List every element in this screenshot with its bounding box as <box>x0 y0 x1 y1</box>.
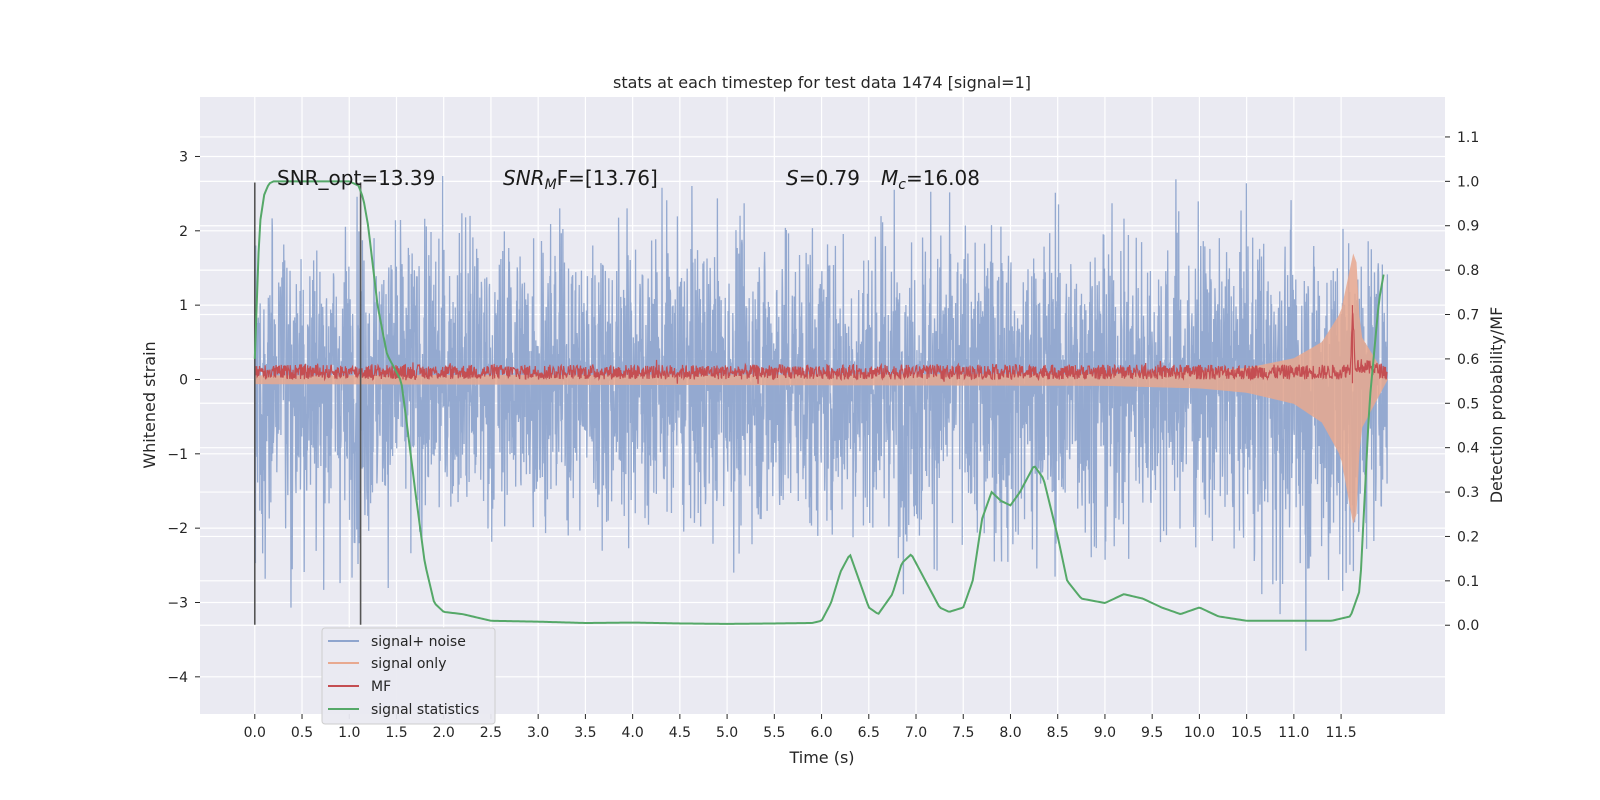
y-axis-left-label: Whitened strain <box>140 341 159 468</box>
x-tick-label: 8.5 <box>1047 725 1069 741</box>
y-right-tick-label: 0.2 <box>1457 529 1479 545</box>
series-mf <box>254 305 1388 384</box>
x-tick-label: 11.0 <box>1278 725 1309 741</box>
y-right-tick-label: 0.6 <box>1457 352 1479 368</box>
x-tick-label: 8.0 <box>999 725 1021 741</box>
legend-box <box>321 627 496 725</box>
x-tick-label: 4.0 <box>621 725 643 741</box>
mc-subscript: c <box>898 177 906 193</box>
y-left-tick-label: −2 <box>167 521 188 537</box>
x-tick-label: 10.0 <box>1184 725 1215 741</box>
x-tick-label: 7.5 <box>952 725 974 741</box>
x-tick-label: 5.0 <box>716 725 738 741</box>
y-left-tick-label: −4 <box>167 670 188 686</box>
y-left-tick-label: 2 <box>179 224 188 240</box>
annotation-s: S=0.79 <box>786 166 860 190</box>
x-tick-label: 1.5 <box>385 725 407 741</box>
y-right-tick-label: 0.8 <box>1457 263 1479 279</box>
x-axis-label: Time (s) <box>788 748 854 767</box>
x-tick-label: 10.5 <box>1231 725 1262 741</box>
mc-value: =16.08 <box>906 166 980 190</box>
x-tick-label: 4.5 <box>669 725 691 741</box>
snr-mf-symbol: SNR <box>503 166 545 190</box>
x-tick-label: 0.5 <box>291 725 313 741</box>
mc-symbol: M <box>881 166 898 190</box>
y-right-tick-label: 1.1 <box>1457 130 1479 146</box>
annotation-snr-mf: SNRMF=[13.76] <box>503 166 658 193</box>
legend-label-mf: MF <box>371 679 391 695</box>
y-right-tick-label: 0.4 <box>1457 441 1479 457</box>
x-tick-label: 1.0 <box>338 725 360 741</box>
x-tick-label: 6.5 <box>858 725 880 741</box>
y-left-tick-label: 0 <box>179 372 188 388</box>
snr-mf-tail: F=[13.76] <box>557 166 658 190</box>
legend-label-signal-only: signal only <box>371 656 446 672</box>
y-right-tick-label: 0.1 <box>1457 574 1479 590</box>
series-signal-statistics <box>253 180 1385 625</box>
x-tick-label: 7.0 <box>905 725 927 741</box>
y-axis-left-ticks: −4 −3 −2 −1 0 1 2 3 <box>167 149 200 686</box>
y-left-tick-label: 3 <box>179 149 188 165</box>
y-left-tick-label: 1 <box>179 298 188 314</box>
x-tick-label: 9.5 <box>1141 725 1163 741</box>
annotation-mc: Mc=16.08 <box>881 166 980 193</box>
x-axis-ticks: 0.0 0.5 1.0 1.5 2.0 2.5 3.0 3.5 4.0 4.5 5.0 5.5 6.0 6… <box>244 714 1357 741</box>
legend-label-signal-noise: signal+ noise <box>371 634 466 650</box>
x-tick-label: 3.5 <box>574 725 596 741</box>
y-right-tick-label: 0.5 <box>1457 396 1479 412</box>
y-right-tick-label: 0.3 <box>1457 485 1479 501</box>
x-tick-label: 6.0 <box>810 725 832 741</box>
x-tick-label: 2.0 <box>433 725 455 741</box>
x-tick-label: 5.5 <box>763 725 785 741</box>
x-tick-label: 2.5 <box>480 725 502 741</box>
s-value: =0.79 <box>799 166 860 190</box>
s-symbol: S <box>786 166 799 190</box>
y-right-tick-label: 0.0 <box>1457 618 1479 634</box>
y-right-tick-label: 0.7 <box>1457 308 1479 324</box>
y-right-tick-label: 0.9 <box>1457 219 1479 235</box>
y-axis-right-ticks: 0.0 0.1 0.2 0.3 0.4 0.5 0.6 0.7 0.8 0.9 1.0 1.1 <box>1445 130 1479 634</box>
chart-title: stats at each timestep for test data 147… <box>613 73 1031 92</box>
x-tick-label: 11.5 <box>1326 725 1357 741</box>
y-right-tick-label: 1.0 <box>1457 174 1479 190</box>
x-tick-label: 9.0 <box>1094 725 1116 741</box>
y-axis-right-label: Detection probability/MF <box>1487 307 1506 504</box>
y-left-tick-label: −3 <box>167 595 188 611</box>
vertical-markers <box>253 182 362 625</box>
snr-mf-subscript: M <box>545 177 557 193</box>
annotation-snr-opt: SNR_opt=13.39 <box>277 166 435 190</box>
x-tick-label: 0.0 <box>244 725 266 741</box>
legend-label-signal-statistics: signal statistics <box>371 702 479 718</box>
x-tick-label: 3.0 <box>527 725 549 741</box>
y-left-tick-label: −1 <box>167 447 188 463</box>
legend: signal+ noise signal only MF signal stat… <box>321 627 496 725</box>
